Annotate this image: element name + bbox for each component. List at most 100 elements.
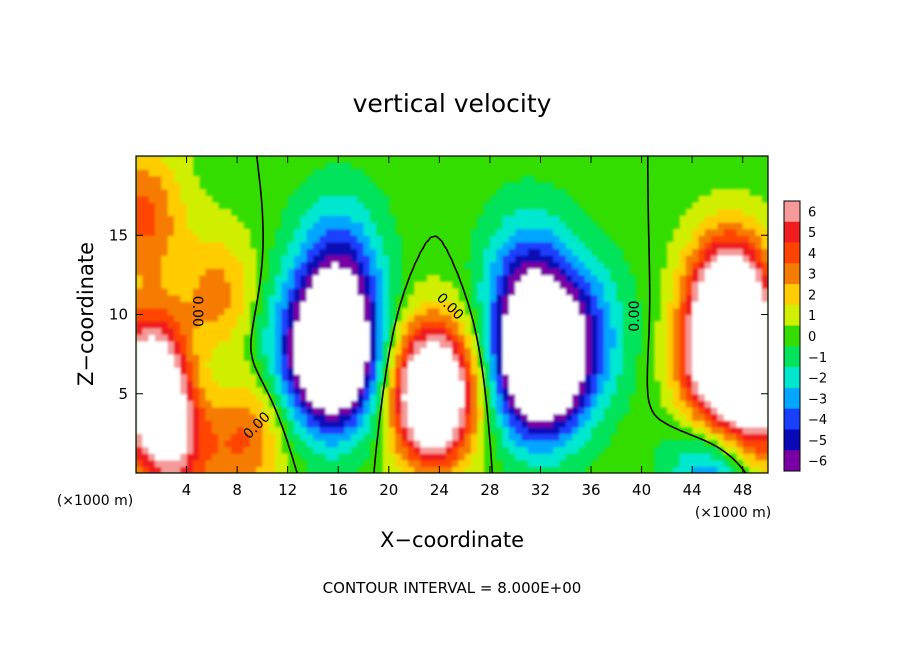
field-cell [331,459,339,467]
field-cell [300,222,308,230]
field-cell [761,307,768,316]
field-cell [553,380,561,388]
field-cell [515,340,523,349]
field-cell [597,307,605,316]
field-cell [407,360,415,368]
field-cell [698,387,706,395]
field-cell [350,195,358,203]
field-cell [591,255,598,263]
field-cell [679,360,687,368]
field-cell [755,294,763,302]
field-cell [723,215,731,223]
field-cell [338,420,346,428]
field-cell [173,387,181,395]
field-cell [325,340,333,349]
field-cell [319,340,327,349]
field-cell [300,195,308,203]
field-cell [496,380,504,388]
field-cell [749,235,756,243]
field-cell [350,208,358,217]
field-cell [237,413,245,421]
field-cell [148,274,156,283]
field-cell [496,367,504,375]
field-cell [192,314,200,322]
field-cell [142,420,150,428]
field-cell [591,301,598,309]
field-cell [294,340,301,349]
field-cell [565,413,573,421]
field-cell [363,393,371,401]
field-cell [502,241,510,250]
field-cell [628,281,636,289]
field-cell [395,367,403,375]
x-tick-label: 32 [531,481,550,499]
field-cell [761,261,768,269]
field-cell [546,268,554,276]
field-cell [711,420,719,428]
field-cell [136,215,143,223]
field-cell [584,255,592,263]
field-cell [679,215,687,223]
field-cell [199,453,207,461]
field-cell [515,241,523,250]
field-cell [325,215,333,223]
field-cell [401,307,409,316]
field-cell [673,281,681,289]
field-cell [521,459,529,467]
field-cell [527,215,535,223]
field-cell [736,433,744,441]
field-cell [369,367,377,375]
field-cell [262,413,270,421]
field-cell [230,301,238,309]
field-cell [369,301,377,309]
field-cell [148,255,156,263]
field-cell [325,314,333,322]
field-cell [287,433,295,441]
field-cell [230,281,238,289]
field-cell [287,301,295,309]
field-cell [186,400,194,408]
field-cell [338,413,346,421]
field-cell [534,334,542,342]
field-cell [540,400,548,408]
field-cell [388,314,396,322]
field-cell [540,393,548,401]
field-cell [483,261,491,269]
field-cell [515,406,523,415]
field-cell [294,208,301,217]
field-cell [597,340,605,349]
field-cell [654,340,662,349]
field-cell [433,274,440,283]
field-cell [211,380,219,388]
field-cell [338,367,346,375]
field-cell [350,321,358,329]
field-cell [616,248,624,256]
field-cell [148,380,156,388]
field-cell [173,360,181,368]
field-cell [369,222,377,230]
field-cell [673,235,681,243]
field-cell [211,294,219,302]
field-cell [395,400,403,408]
field-cell [685,208,693,217]
field-cell [382,307,390,316]
field-cell [749,453,756,461]
field-cell [230,215,238,223]
field-cell [142,169,150,177]
field-cell [452,360,459,368]
field-cell [534,406,542,415]
field-cell [350,241,358,250]
field-cell [439,387,447,395]
field-cell [357,413,365,421]
field-cell [142,228,150,236]
field-cell [559,241,567,250]
colorbar-label: 0 [808,330,816,345]
field-cell [376,248,384,256]
field-cell [205,215,213,223]
field-cell [439,426,447,434]
field-cell [445,459,453,467]
field-cell [578,334,586,342]
field-cell [666,406,674,415]
field-cell [603,420,611,428]
field-cell [426,420,434,428]
